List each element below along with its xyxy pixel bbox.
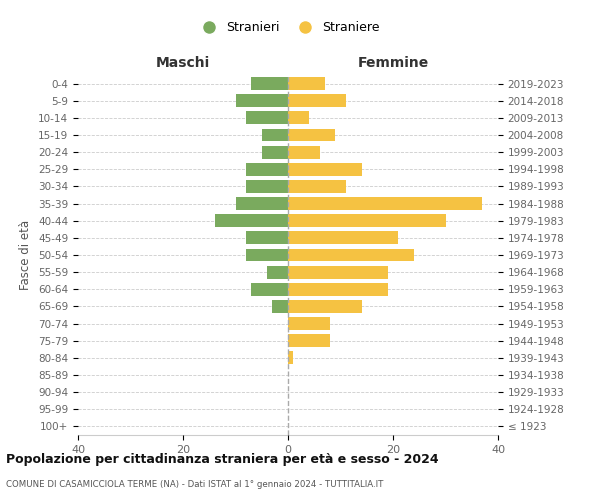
Legend: Stranieri, Straniere: Stranieri, Straniere [191, 16, 385, 40]
Bar [262, 146, 288, 158]
Bar [251, 77, 288, 90]
Text: Popolazione per cittadinanza straniera per età e sesso - 2024: Popolazione per cittadinanza straniera p… [6, 452, 439, 466]
Bar [272, 300, 288, 313]
Bar [288, 197, 482, 210]
Bar [288, 266, 388, 278]
Bar [288, 77, 325, 90]
Bar [246, 163, 288, 175]
Text: Maschi: Maschi [156, 56, 210, 70]
Bar [246, 112, 288, 124]
Bar [288, 128, 335, 141]
Bar [288, 352, 293, 364]
Bar [288, 180, 346, 193]
Bar [215, 214, 288, 227]
Bar [246, 248, 288, 262]
Bar [288, 214, 445, 227]
Bar [288, 112, 309, 124]
Bar [267, 266, 288, 278]
Bar [288, 94, 346, 107]
Bar [288, 317, 330, 330]
Bar [246, 232, 288, 244]
Text: COMUNE DI CASAMICCIOLA TERME (NA) - Dati ISTAT al 1° gennaio 2024 - TUTTITALIA.I: COMUNE DI CASAMICCIOLA TERME (NA) - Dati… [6, 480, 383, 489]
Y-axis label: Fasce di età: Fasce di età [19, 220, 32, 290]
Bar [235, 94, 288, 107]
Bar [288, 283, 388, 296]
Bar [288, 248, 414, 262]
Bar [235, 197, 288, 210]
Bar [251, 283, 288, 296]
Bar [246, 180, 288, 193]
Bar [288, 300, 361, 313]
Bar [288, 163, 361, 175]
Bar [288, 334, 330, 347]
Bar [288, 146, 320, 158]
Text: Femmine: Femmine [358, 56, 428, 70]
Bar [288, 232, 398, 244]
Bar [262, 128, 288, 141]
